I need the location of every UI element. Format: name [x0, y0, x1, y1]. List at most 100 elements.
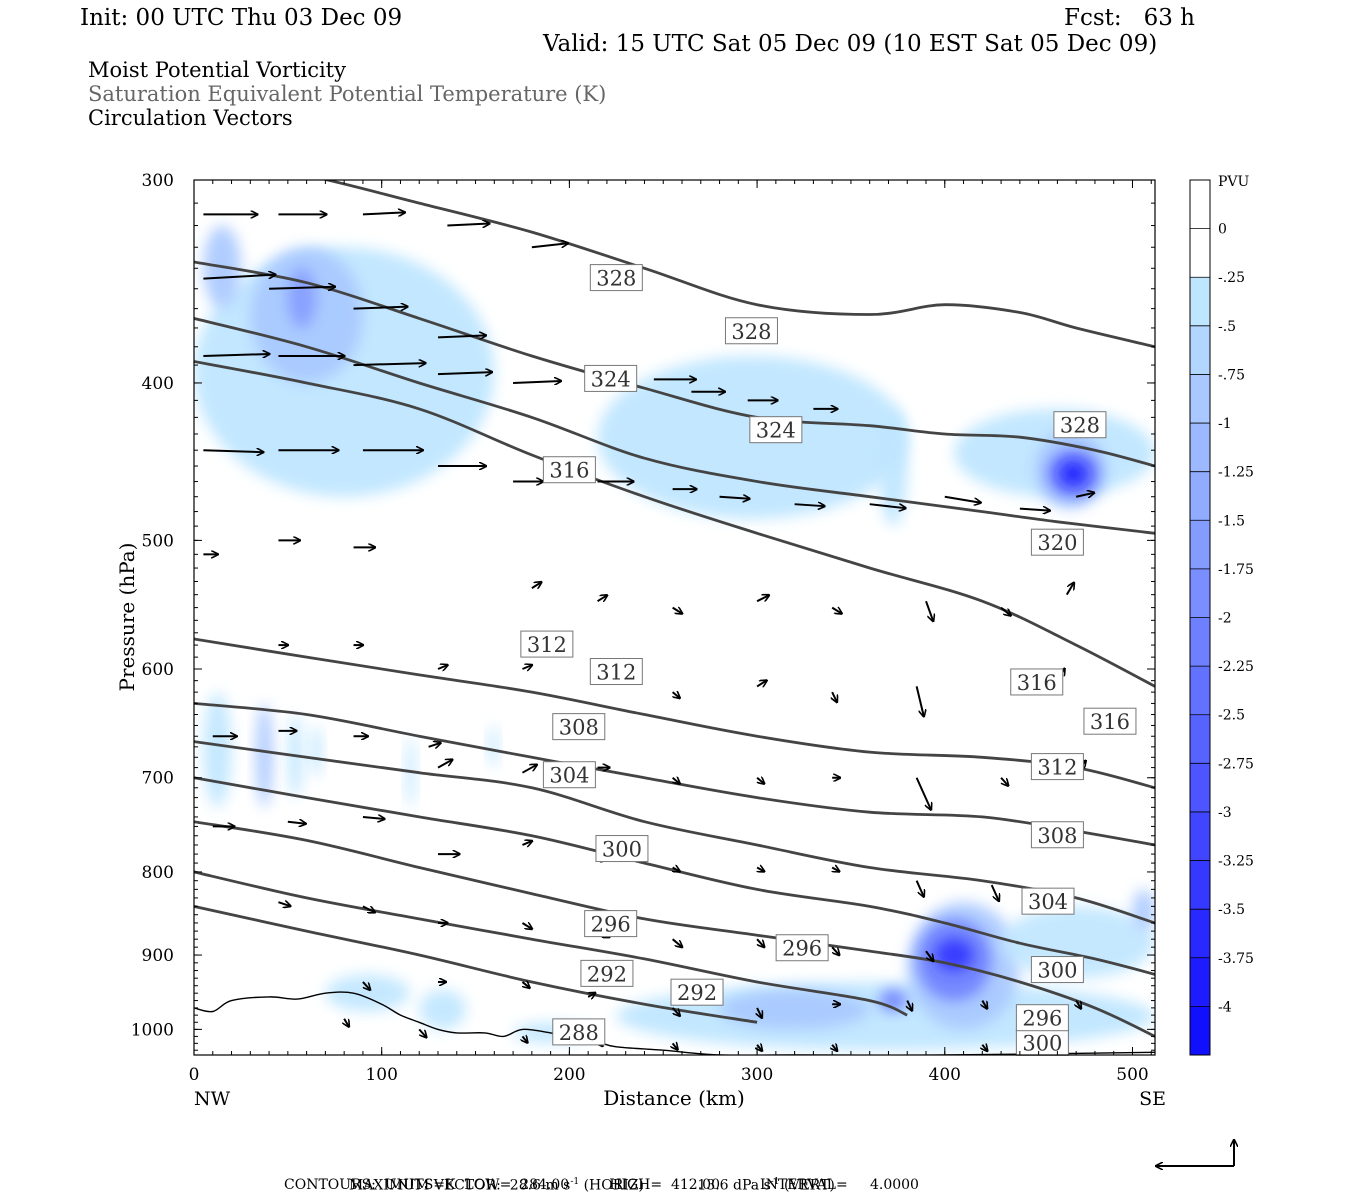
colorbar-swatch-3 — [1190, 325, 1210, 375]
mpv-shading — [194, 225, 1155, 1051]
vector-93 — [907, 1000, 912, 1011]
colorbar-swatch-2 — [1190, 277, 1210, 327]
mpv-region-16 — [325, 974, 410, 1012]
svg-text:288: 288 — [559, 1021, 599, 1045]
vector-51 — [915, 686, 924, 716]
colorbar-swatch-12 — [1190, 763, 1210, 813]
vector-63 — [915, 777, 931, 810]
colorbar-swatch-13 — [1190, 811, 1210, 862]
vector-26 — [719, 497, 750, 499]
svg-text:324: 324 — [591, 367, 631, 391]
colorbar-swatch-6 — [1190, 471, 1210, 521]
contour-label-328: 328 — [724, 317, 778, 345]
svg-text:316: 316 — [1017, 671, 1057, 695]
vector-57 — [437, 760, 452, 769]
colorbar-swatch-16 — [1190, 957, 1210, 1007]
theta-e-contour-296 — [194, 820, 1155, 1038]
svg-text:300: 300 — [1022, 1031, 1062, 1055]
vector-77 — [278, 902, 290, 906]
field-label-vectors: Circulation Vectors — [88, 106, 293, 130]
horiz-unit: (HORIZ) — [583, 1177, 644, 1194]
y-axis-title: Pressure (hPa) — [115, 543, 139, 692]
vector-2 — [362, 212, 405, 214]
mpv-region-17 — [419, 989, 467, 1030]
x-tick-label-400: 400 — [929, 1065, 961, 1085]
contour-labels: 328 328 328 324 324 320 316 316 316 312 312 312 308 3… — [520, 264, 1137, 1056]
contour-label-300: 300 — [595, 835, 649, 863]
y-tick-label-800: 800 — [142, 863, 174, 883]
mpv-region-9 — [1061, 462, 1086, 485]
colorbar-swatch-8 — [1190, 568, 1210, 618]
vector-36 — [597, 595, 608, 601]
vector-85 — [925, 950, 933, 961]
vector-73 — [757, 868, 764, 872]
contour-label-304: 304 — [542, 761, 596, 789]
svg-text:312: 312 — [527, 633, 567, 657]
vector-15 — [203, 450, 263, 452]
vector-48 — [673, 692, 680, 698]
field-label-theta-e: Saturation Equivalent Potential Temperat… — [88, 82, 607, 106]
vector-29 — [944, 495, 981, 503]
colorbar-label-14: -3.5 — [1218, 902, 1245, 918]
colorbar-label-1: -.25 — [1218, 270, 1245, 286]
mpv-region-15 — [488, 725, 499, 768]
mpv-region-10 — [203, 692, 232, 808]
contour-label-328: 328 — [1053, 411, 1107, 439]
x-endpoint-right: SE — [1139, 1088, 1166, 1110]
vector-27 — [794, 504, 825, 506]
vector-30 — [1019, 509, 1050, 511]
valid-time: Valid: 15 UTC Sat 05 Dec 09 (10 EST Sat … — [543, 31, 1158, 57]
svg-text:312: 312 — [1037, 756, 1077, 780]
mpv-region-2 — [287, 268, 317, 328]
y-tick-label-1000: 1000 — [131, 1020, 174, 1040]
terrain-profile — [194, 991, 1155, 1055]
colorbar-label-8: -2 — [1218, 611, 1232, 627]
colorbar-label-15: -3.75 — [1218, 951, 1254, 967]
colorbar-label-3: -.75 — [1218, 367, 1245, 383]
theta-e-contour-304 — [194, 740, 1155, 925]
vector-101 — [757, 1045, 762, 1051]
contour-label-324: 324 — [584, 364, 638, 392]
svg-text:304: 304 — [1028, 890, 1068, 914]
mpv-region-26 — [1132, 889, 1155, 932]
theta-e-contour-308 — [194, 702, 1155, 847]
svg-text:292: 292 — [587, 962, 627, 986]
contour-label-324: 324 — [749, 416, 803, 444]
colorbar-label-7: -1.75 — [1218, 562, 1254, 578]
vector-45 — [437, 665, 448, 669]
vector-97 — [418, 1028, 426, 1037]
svg-text:308: 308 — [1037, 824, 1077, 848]
plot-frame — [193, 179, 1156, 1056]
contour-label-300: 300 — [1015, 1028, 1069, 1056]
colorbar-swatch-14 — [1190, 860, 1210, 910]
terrain-line — [194, 991, 1155, 1055]
y-tick-label-600: 600 — [142, 660, 174, 680]
vert-unit: (VERT) — [784, 1177, 835, 1194]
vector-68 — [362, 817, 385, 819]
contour-label-316: 316 — [542, 456, 596, 484]
vector-86 — [362, 981, 370, 990]
contour-label-304: 304 — [1021, 887, 1075, 915]
vector-88 — [522, 982, 529, 988]
vector-78 — [362, 905, 375, 912]
vector-31 — [1075, 493, 1094, 497]
svg-text:316: 316 — [549, 459, 589, 483]
vector-41 — [1000, 606, 1011, 616]
colorbar-title: PVU — [1218, 174, 1250, 190]
colorbar-swatch-5 — [1190, 423, 1210, 473]
svg-text:296: 296 — [1022, 1007, 1062, 1031]
vector-98 — [522, 1036, 527, 1042]
svg-text:292: 292 — [677, 981, 717, 1005]
field-label-mpv: Moist Potential Vorticity — [88, 58, 346, 82]
contour-label-320: 320 — [1030, 528, 1084, 556]
colorbar-label-11: -2.75 — [1218, 756, 1254, 772]
vector-40 — [925, 600, 933, 621]
contour-label-296: 296 — [584, 910, 638, 938]
y-tick-label-900: 900 — [142, 946, 174, 966]
vector-35 — [531, 582, 542, 588]
vector-102 — [832, 1045, 837, 1051]
reference-vector — [1156, 1140, 1234, 1166]
vector-11 — [353, 363, 426, 365]
x-tick-label-100: 100 — [365, 1065, 397, 1085]
vector-91 — [757, 1007, 762, 1018]
